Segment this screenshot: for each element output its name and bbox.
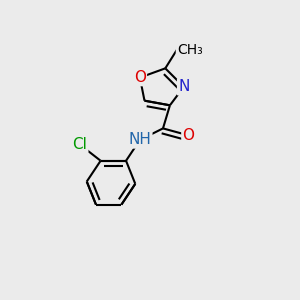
Text: NH: NH <box>128 132 151 147</box>
Text: N: N <box>178 79 190 94</box>
Text: O: O <box>182 128 194 143</box>
Text: O: O <box>134 70 146 85</box>
Text: CH₃: CH₃ <box>177 43 203 57</box>
Text: Cl: Cl <box>72 137 87 152</box>
